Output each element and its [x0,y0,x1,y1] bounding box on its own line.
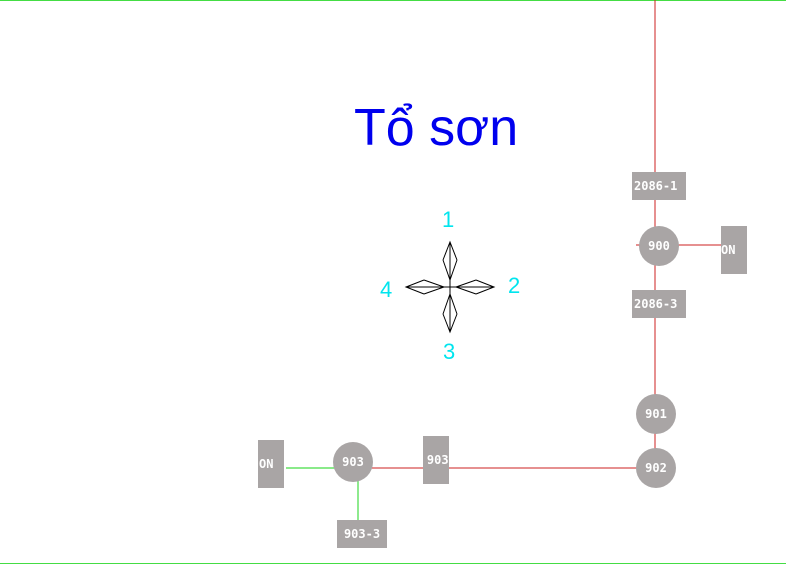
switch-box-2086-1[interactable]: 2086-1 [632,172,686,200]
switch-label-2086-3: 2086-3 [634,297,678,311]
direction-arrows [404,240,496,334]
node-900[interactable]: 900 [639,226,679,266]
direction-label-down: 3 [443,339,456,364]
switch-label-903-3: 903-3 [343,527,381,541]
switch-box-2086-3[interactable]: 2086-3 [632,290,686,318]
switch-label-2086-1: 2086-1 [634,179,678,193]
switch-box-903-1[interactable]: 903-1 [423,436,449,484]
switch-label-on-right: ON [721,243,736,257]
switch-box-903-3[interactable]: 903-3 [337,520,387,548]
direction-label-left: 4 [380,277,393,302]
switch-label-903-1: 903-1 [426,453,449,467]
switch-box-on-right[interactable]: ON [721,226,747,274]
node-902[interactable]: 902 [636,448,676,488]
switch-box-on-left[interactable]: ON [258,440,284,488]
direction-label-up: 1 [442,207,455,232]
node-901[interactable]: 901 [636,394,676,434]
direction-label-right: 2 [508,273,521,298]
node-903[interactable]: 903 [333,442,373,482]
diagram-title: Tổ sơn [354,99,519,157]
switch-label-on-left: ON [259,457,274,471]
